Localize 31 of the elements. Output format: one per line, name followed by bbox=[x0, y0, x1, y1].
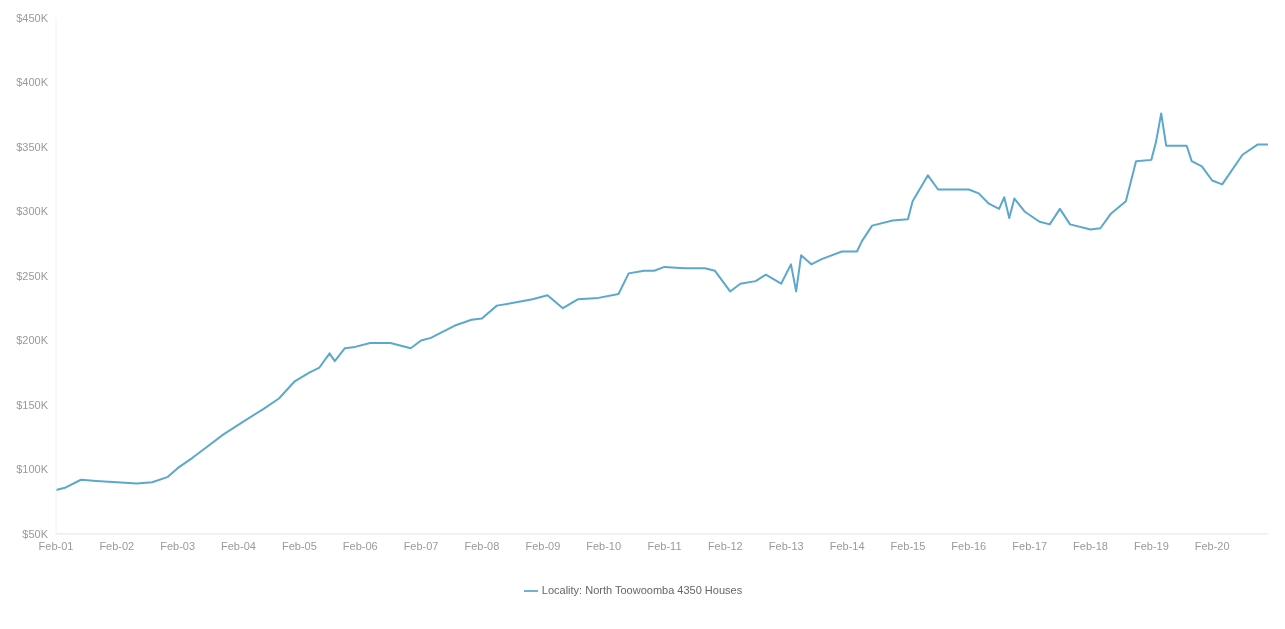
y-tick-label: $250K bbox=[16, 269, 49, 282]
x-tick-label: Feb-17 bbox=[1012, 539, 1048, 552]
x-tick-label: Feb-20 bbox=[1194, 539, 1230, 552]
x-tick-label: Feb-04 bbox=[221, 539, 256, 552]
x-tick-label: Feb-03 bbox=[160, 539, 196, 552]
y-tick-label: $50K bbox=[22, 527, 49, 540]
x-tick-label: Feb-12 bbox=[707, 539, 743, 552]
y-tick-label: $300K bbox=[16, 205, 49, 218]
x-tick-label: Feb-11 bbox=[647, 539, 682, 552]
y-tick-label: $150K bbox=[16, 398, 49, 411]
y-tick-label: $400K bbox=[16, 76, 49, 89]
x-tick-label: Feb-16 bbox=[951, 539, 987, 552]
x-tick-label: Feb-13 bbox=[768, 539, 804, 552]
x-tick-label: Feb-18 bbox=[1073, 539, 1108, 552]
x-tick-label: Feb-01 bbox=[38, 539, 74, 552]
x-tick-label: Feb-02 bbox=[99, 539, 135, 552]
line-series bbox=[56, 112, 1268, 492]
x-tick-label: Feb-15 bbox=[890, 539, 926, 552]
x-tick-label: Feb-06 bbox=[342, 539, 378, 552]
x-tick-label: Feb-09 bbox=[525, 539, 561, 552]
y-tick-label: $100K bbox=[16, 463, 49, 476]
x-tick-label: Feb-10 bbox=[586, 539, 622, 552]
y-tick-label: $200K bbox=[16, 334, 49, 347]
x-tick-label: Feb-14 bbox=[829, 539, 865, 552]
x-tick-label: Feb-08 bbox=[464, 539, 500, 552]
x-tick-label: Feb-07 bbox=[403, 539, 439, 552]
y-tick-label: $450K bbox=[16, 11, 49, 24]
x-tick-label: Feb-05 bbox=[282, 539, 317, 552]
y-tick-label: $350K bbox=[16, 140, 49, 153]
x-tick-label: Feb-19 bbox=[1133, 539, 1169, 552]
legend-label: Locality: North Toowoomba 4350 Houses bbox=[541, 583, 743, 596]
